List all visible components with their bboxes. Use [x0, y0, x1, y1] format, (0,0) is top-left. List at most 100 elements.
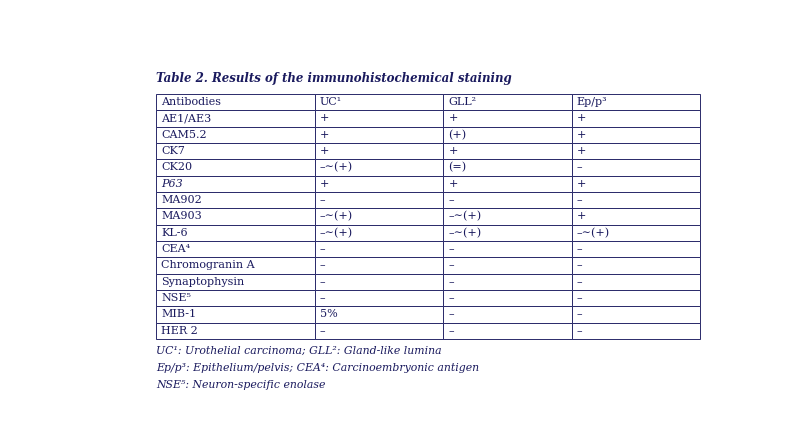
Text: 5%: 5% — [320, 309, 338, 320]
Bar — [572, 159, 700, 175]
Text: CEA⁴: CEA⁴ — [161, 244, 190, 254]
Bar — [572, 192, 700, 208]
Text: –: – — [448, 293, 454, 303]
Text: Chromogranin A: Chromogranin A — [161, 260, 255, 271]
Bar — [572, 290, 700, 306]
Text: Ep/p³: Ep/p³ — [577, 97, 607, 107]
Bar — [572, 257, 700, 274]
Bar — [444, 143, 572, 159]
Text: –∼(+): –∼(+) — [320, 228, 353, 238]
Text: +: + — [577, 179, 586, 189]
Text: AE1/AE3: AE1/AE3 — [161, 114, 212, 123]
Bar — [444, 274, 572, 290]
Bar — [156, 94, 315, 110]
Text: –: – — [577, 244, 582, 254]
Text: –∼(+): –∼(+) — [320, 211, 353, 221]
Bar — [156, 241, 315, 257]
Bar — [444, 225, 572, 241]
Text: –: – — [320, 244, 326, 254]
Bar — [156, 175, 315, 192]
Bar — [572, 110, 700, 126]
Text: –∼(+): –∼(+) — [448, 228, 481, 238]
Text: NSE⁵: NSE⁵ — [161, 293, 191, 303]
Text: (+): (+) — [448, 130, 467, 140]
Text: KL-6: KL-6 — [161, 228, 188, 238]
Bar — [315, 257, 444, 274]
Text: Table 2. Results of the immunohistochemical staining: Table 2. Results of the immunohistochemi… — [156, 72, 512, 85]
Text: –: – — [448, 309, 454, 320]
Bar — [315, 208, 444, 225]
Bar — [315, 126, 444, 143]
Bar — [572, 241, 700, 257]
Bar — [315, 175, 444, 192]
Bar — [444, 110, 572, 126]
Text: HER 2: HER 2 — [161, 326, 198, 336]
Bar — [315, 306, 444, 323]
Bar — [156, 110, 315, 126]
Bar — [444, 159, 572, 175]
Text: –: – — [577, 162, 582, 172]
Text: CK20: CK20 — [161, 162, 192, 172]
Bar — [156, 257, 315, 274]
Bar — [572, 94, 700, 110]
Bar — [156, 159, 315, 175]
Bar — [444, 94, 572, 110]
Text: +: + — [448, 146, 458, 156]
Text: +: + — [577, 146, 586, 156]
Text: –: – — [320, 293, 326, 303]
Bar — [572, 126, 700, 143]
Bar — [572, 323, 700, 339]
Text: CK7: CK7 — [161, 146, 185, 156]
Text: +: + — [320, 130, 329, 140]
Text: MA903: MA903 — [161, 211, 202, 221]
Bar — [156, 126, 315, 143]
Text: Synaptophysin: Synaptophysin — [161, 277, 245, 287]
Text: UC¹: Urothelial carcinoma; GLL²: Gland-like lumina: UC¹: Urothelial carcinoma; GLL²: Gland-l… — [156, 346, 442, 356]
Text: –: – — [448, 195, 454, 205]
Text: +: + — [448, 179, 458, 189]
Bar — [444, 126, 572, 143]
Text: –: – — [577, 293, 582, 303]
Text: –∼(+): –∼(+) — [577, 228, 610, 238]
Text: –∼(+): –∼(+) — [320, 162, 353, 172]
Bar — [572, 175, 700, 192]
Text: –∼(+): –∼(+) — [448, 211, 481, 221]
Text: –: – — [448, 260, 454, 271]
Bar — [315, 159, 444, 175]
Text: –: – — [577, 326, 582, 336]
Bar — [156, 306, 315, 323]
Text: –: – — [448, 244, 454, 254]
Text: –: – — [577, 260, 582, 271]
Text: +: + — [577, 211, 586, 221]
Bar — [315, 110, 444, 126]
Bar — [572, 143, 700, 159]
Bar — [444, 323, 572, 339]
Bar — [156, 225, 315, 241]
Text: NSE⁵: Neuron-specific enolase: NSE⁵: Neuron-specific enolase — [156, 380, 326, 390]
Text: –: – — [448, 326, 454, 336]
Text: +: + — [577, 130, 586, 140]
Bar — [315, 192, 444, 208]
Bar — [444, 241, 572, 257]
Text: +: + — [448, 114, 458, 123]
Text: –: – — [320, 260, 326, 271]
Text: +: + — [577, 114, 586, 123]
Text: –: – — [577, 195, 582, 205]
Text: +: + — [320, 179, 329, 189]
Bar — [315, 290, 444, 306]
Text: MIB-1: MIB-1 — [161, 309, 196, 320]
Text: –: – — [577, 277, 582, 287]
Bar — [315, 323, 444, 339]
Bar — [444, 290, 572, 306]
Text: –: – — [320, 326, 326, 336]
Text: –: – — [320, 277, 326, 287]
Bar — [156, 290, 315, 306]
Text: +: + — [320, 146, 329, 156]
Bar — [315, 94, 444, 110]
Bar — [444, 192, 572, 208]
Bar — [156, 143, 315, 159]
Bar — [156, 323, 315, 339]
Text: Ep/p³: Epithelium/pelvis; CEA⁴: Carcinoembryonic antigen: Ep/p³: Epithelium/pelvis; CEA⁴: Carcinoe… — [156, 363, 480, 373]
Bar — [315, 225, 444, 241]
Bar — [444, 208, 572, 225]
